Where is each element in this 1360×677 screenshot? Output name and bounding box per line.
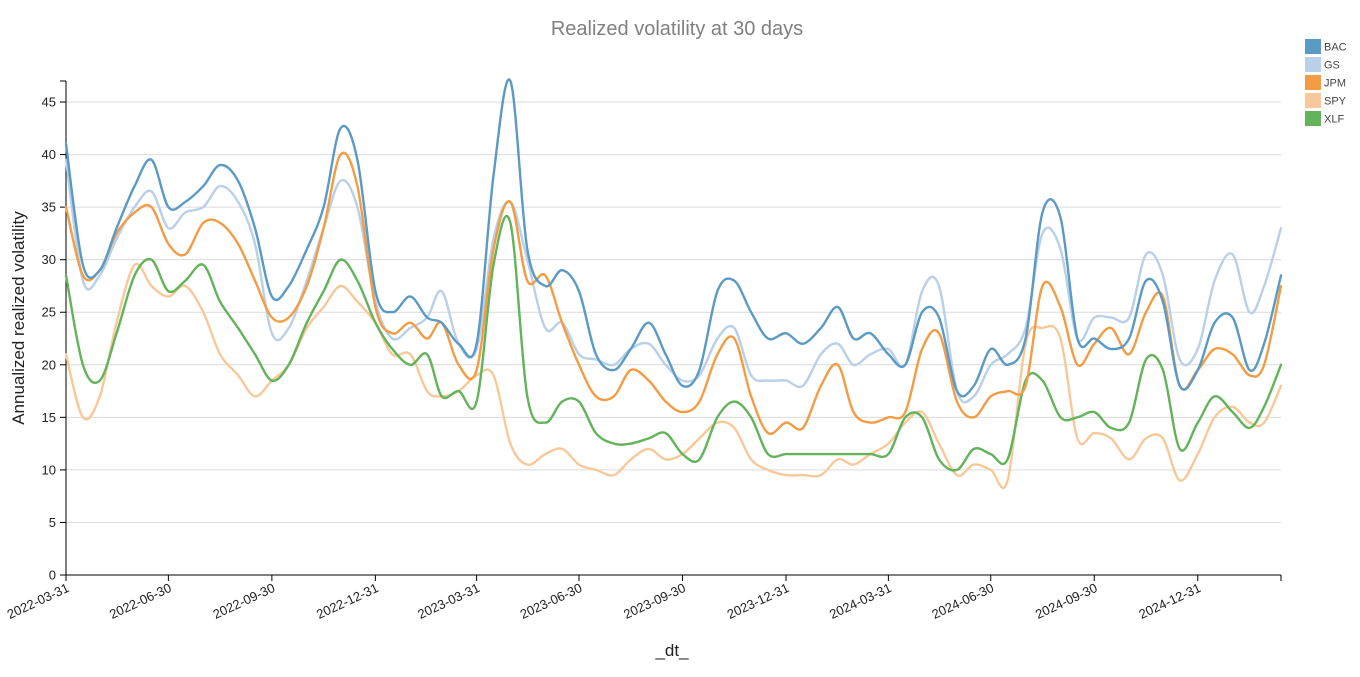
x-tick-label-2: 2022-09-30 — [211, 580, 278, 622]
x-tick-label-4: 2023-03-31 — [415, 580, 482, 622]
legend-swatch-spy — [1305, 93, 1321, 108]
legend-label-xlf: XLF — [1324, 114, 1344, 126]
series-line-spy — [64, 262, 1283, 490]
x-tick-label-11: 2024-12-31 — [1136, 580, 1203, 622]
x-axis-label: _dt_ — [654, 641, 689, 660]
series-lines — [64, 78, 1283, 490]
x-tick-label-9: 2024-06-30 — [929, 580, 996, 622]
y-tick-label-1: 5 — [49, 515, 56, 530]
y-tick-label-6: 30 — [42, 252, 56, 267]
y-tick-label-7: 35 — [42, 200, 56, 215]
legend-label-jpm: JPM — [1324, 78, 1346, 90]
y-tick-label-3: 15 — [42, 410, 56, 425]
x-tick-label-5: 2023-06-30 — [518, 580, 585, 622]
legend-swatch-jpm — [1305, 75, 1321, 90]
legend: BAC GS JPM SPY XLF — [1305, 39, 1347, 126]
x-tick-label-6: 2023-09-30 — [621, 580, 688, 622]
x-tick-label-10: 2024-09-30 — [1033, 580, 1100, 622]
legend-swatch-gs — [1305, 57, 1321, 72]
x-tick-label-1: 2022-06-30 — [107, 580, 174, 622]
chart-title: Realized volatility at 30 days — [551, 18, 803, 40]
legend-label-gs: GS — [1324, 60, 1340, 72]
y-tick-label-4: 20 — [42, 357, 56, 372]
legend-label-bac: BAC — [1324, 42, 1347, 54]
x-tick-label-0: 2022-03-31 — [5, 580, 72, 622]
y-tick-label-2: 10 — [42, 462, 56, 477]
series-line-xlf — [64, 214, 1283, 472]
series-line-gs — [64, 158, 1283, 404]
y-axis-label: Annualized realized volatility — [9, 211, 28, 425]
y-tick-label-0: 0 — [49, 568, 56, 583]
legend-label-spy: SPY — [1324, 96, 1347, 108]
x-tick-label-8: 2024-03-31 — [827, 580, 894, 622]
y-tick-label-8: 40 — [42, 147, 56, 162]
x-tick-label-7: 2023-12-31 — [725, 580, 792, 622]
legend-swatch-bac — [1305, 39, 1321, 54]
legend-swatch-xlf — [1305, 111, 1321, 126]
x-tick-label-3: 2022-12-31 — [314, 580, 381, 622]
series-line-jpm — [64, 151, 1283, 436]
y-tick-label-9: 45 — [42, 95, 56, 110]
series-line-bac — [64, 78, 1283, 398]
y-tick-label-5: 25 — [42, 305, 56, 320]
